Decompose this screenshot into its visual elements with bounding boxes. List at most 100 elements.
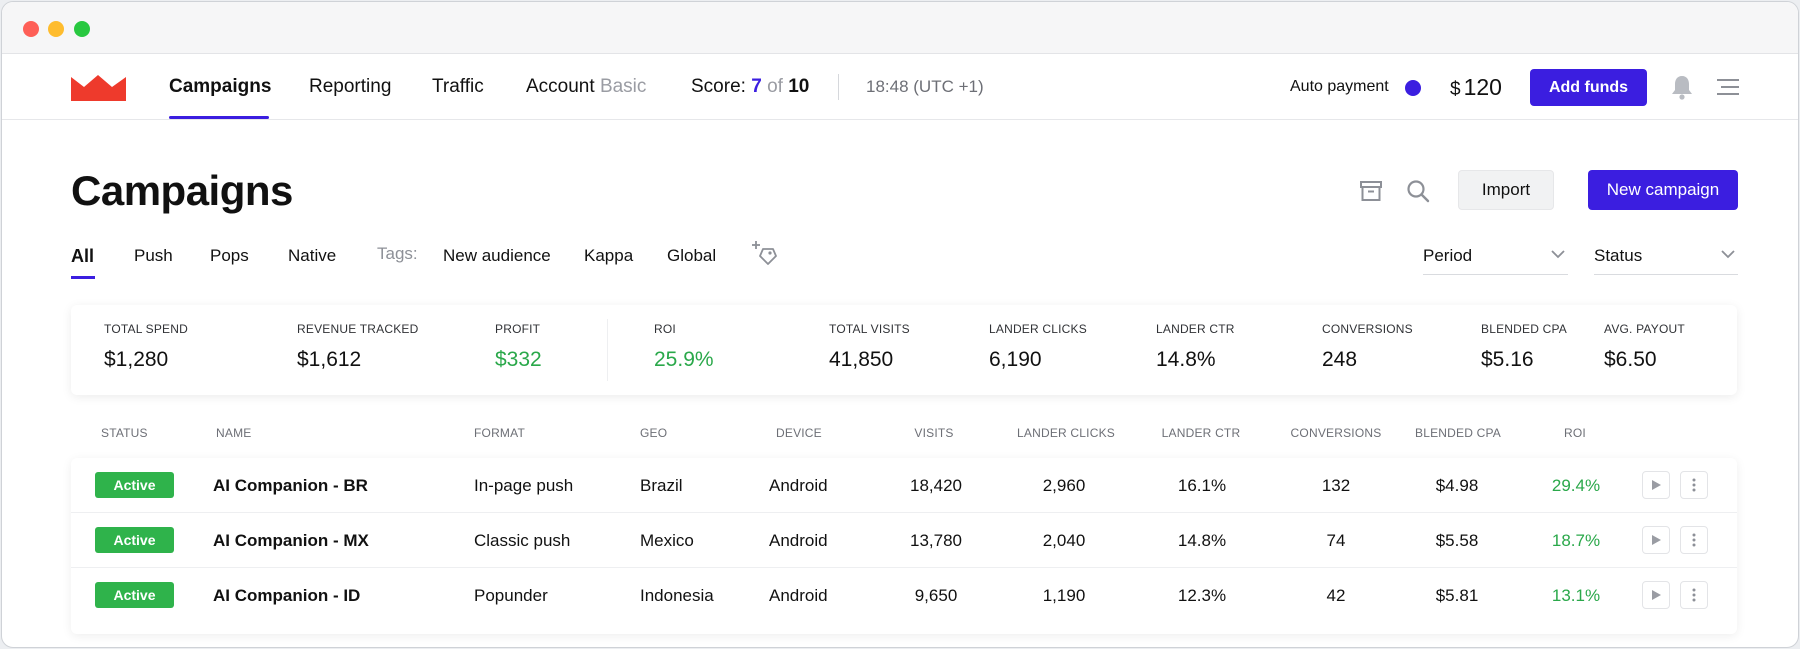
stat-divider (607, 319, 608, 381)
chevron-down-icon (1551, 250, 1565, 259)
period-dropdown[interactable]: Period (1423, 235, 1568, 275)
window-titlebar (2, 2, 1798, 54)
nav-traffic[interactable]: Traffic (432, 76, 484, 97)
minimize-window-button[interactable] (48, 21, 64, 37)
filter-all[interactable]: All (71, 246, 95, 266)
column-header-status[interactable]: STATUS (101, 426, 148, 440)
stat-total-spend: TOTAL SPEND $1,280 (104, 322, 188, 372)
campaign-conversions: 132 (1321, 476, 1351, 495)
column-header-device[interactable]: DEVICE (776, 426, 822, 440)
stat-revenue-tracked: REVENUE TRACKED $1,612 (297, 322, 418, 372)
nav-account[interactable]: Account Basic (526, 76, 646, 98)
stat-value: 6,190 (989, 348, 1042, 371)
tag-new-audience[interactable]: New audience (443, 246, 551, 265)
stat-value: $6.50 (1604, 348, 1657, 371)
campaign-name[interactable]: AI Companion - ID (213, 586, 361, 605)
brand-logo[interactable] (71, 73, 126, 101)
row-actions-button[interactable] (1680, 471, 1708, 499)
campaign-conversions: 42 (1326, 586, 1346, 605)
bell-icon[interactable] (1670, 74, 1694, 100)
import-button[interactable]: Import (1458, 170, 1554, 210)
filter-native[interactable]: Native (288, 246, 337, 265)
tag-global[interactable]: Global (667, 246, 717, 265)
play-icon (1652, 535, 1661, 545)
campaign-format: Classic push (474, 531, 571, 550)
filter-pops[interactable]: Pops (210, 246, 249, 265)
column-header-lander-clicks[interactable]: LANDER CLICKS (1017, 426, 1115, 440)
campaign-lander-ctr: 16.1% (1177, 476, 1227, 495)
stat-conversions: CONVERSIONS 248 (1322, 322, 1413, 372)
campaign-name[interactable]: AI Companion - MX (213, 531, 369, 550)
stat-avg-payout: AVG. PAYOUT $6.50 (1604, 322, 1685, 372)
table-row[interactable]: Active AI Companion - MX Classic push Me… (71, 513, 1737, 568)
table-header: STATUS NAME FORMAT GEO DEVICE VISITS LAN… (71, 422, 1737, 452)
status-dropdown[interactable]: Status (1594, 235, 1738, 275)
nav-campaigns[interactable]: Campaigns (169, 76, 272, 97)
nav-divider (838, 74, 839, 100)
status-label: Status (1594, 246, 1643, 265)
stat-value: 248 (1322, 348, 1358, 371)
column-header-lander-ctr[interactable]: LANDER CTR (1161, 426, 1241, 440)
tags-label: Tags: (377, 244, 418, 263)
stat-total-visits: TOTAL VISITS 41,850 (829, 322, 910, 372)
table-row[interactable]: Active AI Companion - ID Popunder Indone… (71, 568, 1737, 623)
row-actions-button[interactable] (1680, 526, 1708, 554)
campaign-blended-cpa: $5.58 (1435, 531, 1479, 550)
campaign-device: Android (769, 476, 828, 495)
campaign-lander-ctr: 14.8% (1177, 531, 1227, 550)
campaign-visits: 9,650 (914, 586, 958, 605)
stat-lander-ctr: LANDER CTR 14.8% (1156, 322, 1235, 372)
column-header-name[interactable]: NAME (216, 426, 252, 440)
campaign-geo: Brazil (640, 476, 683, 495)
play-icon (1652, 480, 1661, 490)
stat-label: CONVERSIONS (1322, 322, 1413, 336)
filter-push[interactable]: Push (134, 246, 173, 265)
tag-edit-icon[interactable] (752, 240, 778, 266)
column-header-visits[interactable]: VISITS (914, 426, 954, 440)
column-header-geo[interactable]: GEO (640, 426, 668, 440)
tag-kappa[interactable]: Kappa (584, 246, 634, 265)
campaign-visits: 18,420 (910, 476, 962, 495)
campaign-lander-clicks: 2,040 (1042, 531, 1086, 550)
campaign-blended-cpa: $4.98 (1435, 476, 1479, 495)
maximize-window-button[interactable] (74, 21, 90, 37)
column-header-format[interactable]: FORMAT (474, 426, 525, 440)
stat-value: $1,280 (104, 348, 169, 371)
auto-payment-toggle[interactable] (1405, 80, 1421, 96)
balance-currency: $ (1450, 79, 1461, 100)
campaign-lander-clicks: 2,960 (1042, 476, 1086, 495)
archive-icon[interactable] (1358, 178, 1384, 204)
table-row[interactable]: Active AI Companion - BR In-page push Br… (71, 458, 1737, 513)
score-total: 10 (788, 76, 810, 97)
account-balance: $120 (1450, 74, 1502, 101)
stat-value: $332 (495, 348, 542, 371)
auto-payment-label: Auto payment (1290, 78, 1389, 95)
close-window-button[interactable] (23, 21, 39, 37)
column-header-roi[interactable]: ROI (1564, 426, 1586, 440)
play-button[interactable] (1642, 526, 1670, 554)
play-button[interactable] (1642, 581, 1670, 609)
nav-active-indicator (169, 116, 269, 119)
campaign-visits: 13,780 (910, 531, 962, 550)
row-actions-button[interactable] (1680, 581, 1708, 609)
campaign-lander-ctr: 12.3% (1177, 586, 1227, 605)
stat-value: $1,612 (297, 348, 362, 371)
menu-icon[interactable] (1717, 78, 1739, 96)
search-icon[interactable] (1405, 178, 1431, 204)
stat-label: LANDER CLICKS (989, 322, 1087, 336)
add-funds-button[interactable]: Add funds (1530, 69, 1647, 106)
campaign-geo: Indonesia (640, 586, 714, 605)
column-header-blended-cpa[interactable]: BLENDED CPA (1414, 426, 1502, 440)
new-campaign-button[interactable]: New campaign (1588, 170, 1738, 210)
nav-reporting[interactable]: Reporting (309, 76, 392, 97)
stat-label: REVENUE TRACKED (297, 322, 419, 336)
stat-value: 41,850 (829, 348, 894, 371)
more-vertical-icon (1692, 533, 1696, 547)
score-indicator: Score: 7 of 10 (691, 76, 809, 98)
play-button[interactable] (1642, 471, 1670, 499)
stat-blended-cpa: BLENDED CPA $5.16 (1481, 322, 1567, 372)
column-header-conversions[interactable]: CONVERSIONS (1290, 426, 1382, 440)
campaign-lander-clicks: 1,190 (1042, 586, 1086, 605)
campaign-name[interactable]: AI Companion - BR (213, 476, 368, 495)
